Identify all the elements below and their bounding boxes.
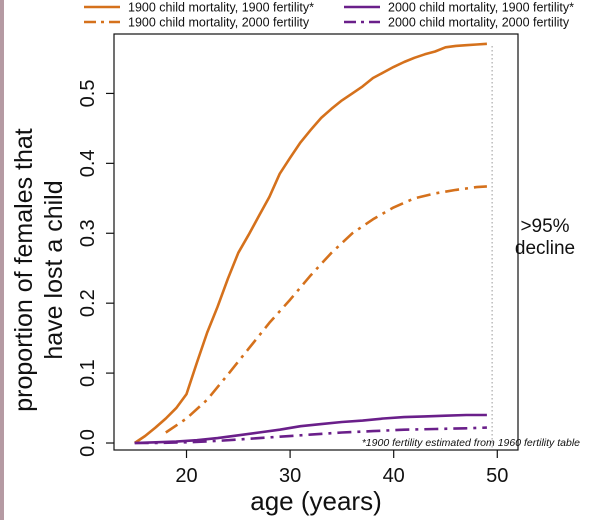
- legend-label-4: 2000 child mortality, 2000 fertility: [388, 16, 570, 30]
- legend-label-1: 1900 child mortality, 1900 fertility*: [128, 1, 314, 15]
- legend: 1900 child mortality, 1900 fertility*190…: [84, 1, 574, 30]
- plot-frame: [113, 33, 519, 451]
- y-tick-label: 0.1: [77, 359, 99, 387]
- footnote: *1900 fertility estimated from 1960 fert…: [362, 437, 580, 449]
- series-line-1: [133, 42, 487, 445]
- legend-label-3: 2000 child mortality, 1900 fertility*: [388, 1, 574, 15]
- y-tick-label: 0.0: [77, 429, 99, 457]
- x-axis-title: age (years): [250, 486, 382, 516]
- annotations: >95%decline *1900 fertility estimated fro…: [362, 216, 580, 449]
- series-line-4: [134, 426, 487, 445]
- y-axis-title-line1: proportion of females that: [10, 128, 38, 412]
- plot-area: [133, 42, 493, 450]
- left-edge-strip: [0, 0, 4, 520]
- decline-annotation-line2: decline: [515, 238, 575, 259]
- x-tick-label: 30: [279, 465, 301, 487]
- y-tick-label: 0.5: [77, 80, 99, 108]
- decline-annotation-line1: >95%: [520, 216, 569, 237]
- series-line-2: [165, 185, 487, 434]
- x-tick-label: 40: [383, 465, 405, 487]
- axes: 20 30 40 50 0.0 0.1 0.2 0.3 0.4 0.5 age (years) pro…: [10, 33, 519, 516]
- y-axis-title-line2: have lost a child: [40, 180, 68, 359]
- series-line-3: [134, 413, 487, 445]
- y-tick-label: 0.3: [77, 219, 99, 247]
- y-tick-label: 0.2: [77, 289, 99, 317]
- x-tick-label: 20: [175, 465, 197, 487]
- legend-label-2: 1900 child mortality, 2000 fertility: [128, 16, 310, 30]
- x-tick-label: 50: [486, 465, 508, 487]
- y-tick-label: 0.4: [77, 149, 99, 177]
